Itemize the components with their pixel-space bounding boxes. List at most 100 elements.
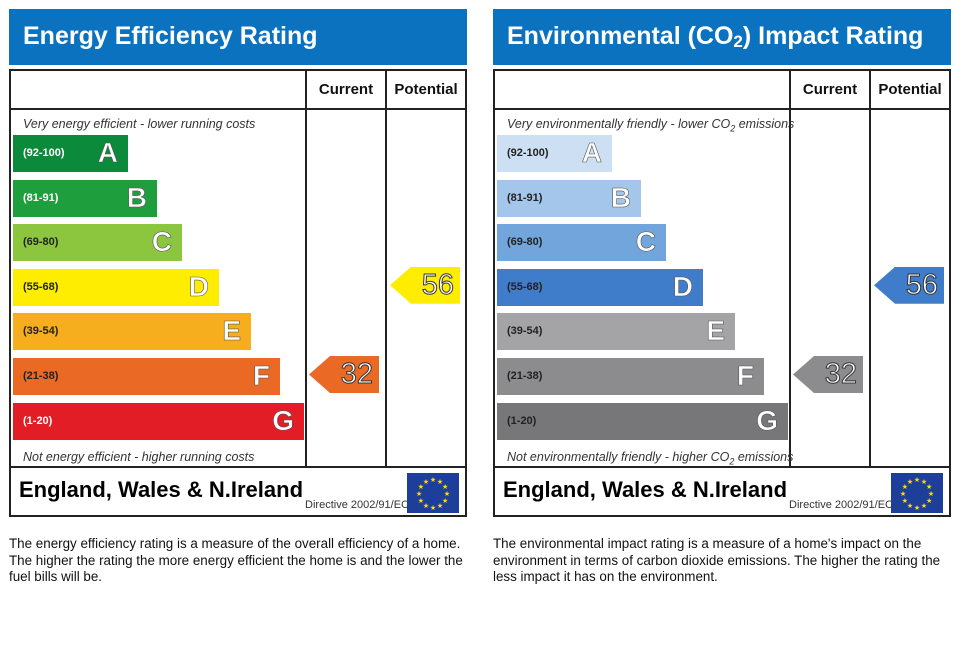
description: The energy efficiency rating is a measur… <box>9 536 463 584</box>
band-range: (1-20) <box>23 414 53 427</box>
svg-text:★: ★ <box>921 478 927 486</box>
directive-label: Directive 2002/91/EC <box>789 499 893 511</box>
svg-text:★: ★ <box>442 497 448 505</box>
potential-rating-value: 56 <box>421 268 454 301</box>
column-potential-header: Potential <box>878 81 942 98</box>
svg-text:★: ★ <box>928 490 934 498</box>
svg-text:★: ★ <box>907 502 913 510</box>
svg-text:★: ★ <box>914 476 920 484</box>
band-a: (92-100) A <box>13 135 128 172</box>
band-range: (39-54) <box>23 325 59 338</box>
svg-text:★: ★ <box>418 497 424 505</box>
column-potential-header: Potential <box>394 81 458 98</box>
svg-text:★: ★ <box>423 502 429 510</box>
band-range: (21-38) <box>507 370 543 382</box>
rating-frame: Current Potential Very environmentally fri… <box>493 69 951 517</box>
band-d: (55-68) D <box>13 268 219 306</box>
potential-rating-value: 56 <box>905 268 938 301</box>
band-range: (55-68) <box>23 280 59 293</box>
current-rating-arrow: 32 <box>309 356 379 393</box>
column-divider <box>305 71 307 468</box>
band-range: (81-91) <box>507 191 543 204</box>
region-label: England, Wales & N.Ireland <box>19 477 304 502</box>
header-divider <box>495 108 949 110</box>
svg-text:★: ★ <box>902 483 908 491</box>
band-range: (39-54) <box>507 325 543 338</box>
svg-text:★: ★ <box>418 483 424 491</box>
energy-efficiency-panel: Energy Efficiency Rating Current Potential… <box>9 9 467 609</box>
svg-text:★: ★ <box>430 476 436 484</box>
band-g: (1-20) G <box>13 402 304 440</box>
band-letter: A <box>581 137 602 169</box>
svg-text:★: ★ <box>926 483 932 491</box>
rating-frame: Current Potential Very energy efficient - … <box>9 69 467 517</box>
band-letter: B <box>126 181 147 213</box>
svg-text:★: ★ <box>921 502 927 510</box>
column-divider <box>385 71 387 468</box>
svg-text:★: ★ <box>430 504 436 512</box>
footer-divider <box>11 466 465 468</box>
band-range: (92-100) <box>507 147 549 159</box>
column-current-header: Current <box>802 81 858 98</box>
band-range: (69-80) <box>507 236 543 249</box>
band-letter: G <box>272 404 294 436</box>
band-range: (81-91) <box>23 191 59 204</box>
potential-rating-arrow: 56 <box>874 266 944 304</box>
svg-text:★: ★ <box>926 497 932 505</box>
band-letter: E <box>222 315 241 347</box>
band-a: (92-100) A <box>497 135 612 172</box>
top-note: Very environmentally friendly - lower CO… <box>507 117 795 134</box>
directive-label: Directive 2002/91/EC <box>305 499 409 511</box>
band-letter: F <box>736 360 755 392</box>
band-letter: C <box>635 226 656 258</box>
band-c: (69-80) C <box>13 224 182 262</box>
band-d: (55-68) D <box>497 268 703 306</box>
chart-title: Environmental (CO2) Impact Rating <box>493 9 951 65</box>
band-letter: C <box>151 226 172 258</box>
header-divider <box>11 108 465 110</box>
band-letter: G <box>756 404 778 436</box>
svg-text:★: ★ <box>442 483 448 491</box>
band-range: (92-100) <box>23 147 65 159</box>
svg-text:★: ★ <box>907 478 913 486</box>
band-e: (39-54) E <box>497 313 735 351</box>
bottom-note: Not energy efficient - higher running co… <box>23 450 255 464</box>
footer-divider <box>495 466 949 468</box>
svg-text:★: ★ <box>900 490 906 498</box>
region-label: England, Wales & N.Ireland <box>503 477 788 502</box>
band-e: (39-54) E <box>13 313 251 351</box>
band-c: (69-80) C <box>497 224 666 262</box>
environmental-impact-panel: Environmental (CO2) Impact Rating Current… <box>493 9 951 609</box>
band-range: (55-68) <box>507 280 543 293</box>
band-letter: D <box>188 270 209 302</box>
band-range: (69-80) <box>23 236 59 249</box>
svg-text:★: ★ <box>423 478 429 486</box>
band-g: (1-20) G <box>497 402 788 440</box>
column-divider <box>869 71 871 468</box>
svg-text:★: ★ <box>416 490 422 498</box>
band-f: (21-38) F <box>497 358 764 395</box>
column-divider <box>789 71 791 468</box>
svg-text:★: ★ <box>902 497 908 505</box>
top-note: Very energy efficient - lower running co… <box>23 117 256 131</box>
band-b: (81-91) B <box>13 179 157 217</box>
band-f: (21-38) F <box>13 358 280 395</box>
band-letter: A <box>97 137 118 169</box>
svg-text:★: ★ <box>437 502 443 510</box>
band-letter: F <box>252 360 271 392</box>
band-range: (21-38) <box>23 370 59 382</box>
current-rating-arrow: 32 <box>793 356 863 393</box>
svg-text:★: ★ <box>444 490 450 498</box>
column-current-header: Current <box>318 81 374 98</box>
svg-text:★: ★ <box>437 478 443 486</box>
band-letter: E <box>706 315 725 347</box>
current-rating-value: 32 <box>824 358 857 391</box>
eu-flag-icon: ★ ★ ★ ★ ★ ★ ★ ★ ★ ★ ★ ★ <box>891 473 943 513</box>
potential-rating-arrow: 56 <box>390 266 460 304</box>
svg-text:★: ★ <box>914 504 920 512</box>
bottom-note: Not environmentally friendly - higher CO… <box>507 450 794 467</box>
chart-title: Energy Efficiency Rating <box>9 9 467 65</box>
band-b: (81-91) B <box>497 179 641 217</box>
band-letter: D <box>672 270 693 302</box>
description: The environmental impact rating is a mea… <box>493 536 941 584</box>
